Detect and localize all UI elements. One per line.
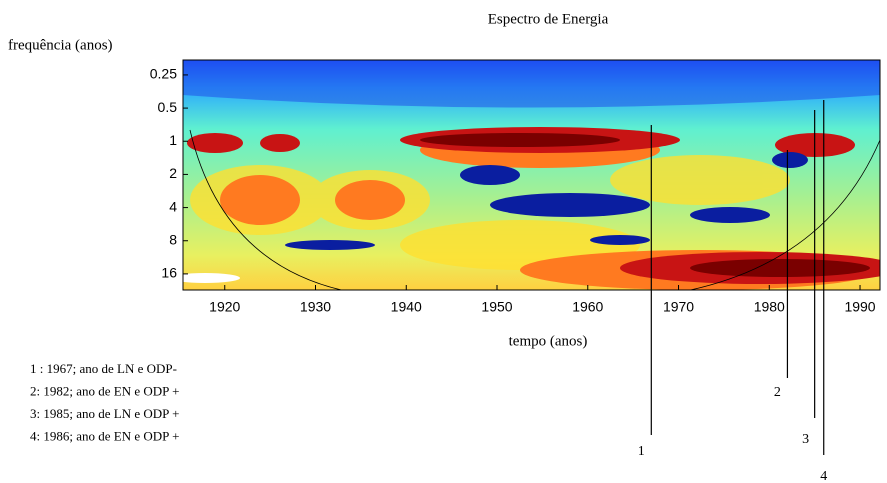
event-label: 3 [802, 432, 809, 447]
heatmap-blobs [285, 152, 808, 250]
y-tick-label: 0.25 [150, 66, 177, 82]
chart-elements: 1920 1930 1940 1950 1960 1970 1980 1990 0.25 0.5 1… [30, 66, 876, 483]
heatmap-blobs [420, 133, 870, 277]
plot-frame [182, 59, 881, 291]
y-tick-label: 16 [161, 265, 177, 281]
y-tick-label: 2 [169, 165, 177, 181]
cone-of-influence [189, 129, 880, 290]
y-tick-label: 4 [169, 198, 177, 214]
legend-text: 4: 1986; ano de EN e ODP + [30, 428, 179, 443]
x-tick-label: 1930 [300, 299, 331, 315]
y-tick-label: 1 [169, 132, 177, 148]
heatmap-blobs [183, 60, 880, 108]
y-axis-label: frequência (anos) [8, 37, 113, 53]
x-tick-label: 1950 [481, 299, 512, 315]
heatmap-blobs [183, 273, 240, 283]
legend-text: 1 : 1967; ano de LN e ODP- [30, 361, 177, 376]
x-tick-label: 1980 [754, 299, 785, 315]
legend-text: 2: 1982; ano de EN e ODP + [30, 383, 179, 398]
x-axis-label: tempo (anos) [509, 333, 588, 349]
x-tick-label: 1990 [844, 299, 875, 315]
chart-title: Espectro de Energia [488, 11, 609, 27]
x-tick-label: 1940 [391, 299, 422, 315]
heatmap [183, 60, 880, 290]
x-tick-label: 1920 [209, 299, 240, 315]
event-label: 2 [774, 385, 781, 400]
x-tick-label: 1970 [663, 299, 694, 315]
x-tick-label: 1960 [572, 299, 603, 315]
legend-text: 3: 1985; ano de LN e ODP + [30, 406, 179, 421]
event-label: 1 [638, 444, 645, 459]
y-tick-label: 0.5 [158, 99, 178, 115]
event-label: 4 [820, 469, 827, 483]
y-tick-label: 8 [169, 231, 177, 247]
